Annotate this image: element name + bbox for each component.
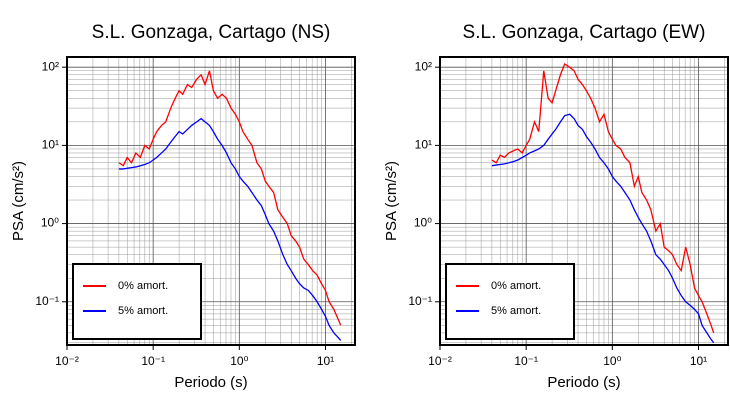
x-tick-label: 10¹: [317, 354, 334, 368]
y-tick-label: 10¹: [415, 138, 432, 152]
x-tick-label: 10⁻²: [55, 354, 79, 368]
x-tick-label: 10⁰: [230, 354, 248, 368]
legend-label: 5% amort.: [118, 305, 168, 317]
x-tick-label: 10⁻²: [428, 354, 452, 368]
series-line: [491, 62, 715, 334]
legend-box: [445, 263, 575, 340]
legend-label: 0% amort.: [491, 280, 541, 292]
panel: 10⁻² 10⁻¹ 10⁰ 10¹ 10⁻¹ 10⁰ 10¹ 10² S.L. Gonzaga,…: [10, 22, 356, 391]
y-tick-label: 10⁻¹: [408, 294, 432, 308]
series-line: [118, 117, 342, 341]
x-axis-label: Periodo (s): [547, 374, 620, 391]
legend-label: 0% amort.: [118, 280, 168, 292]
y-tick-label: 10²: [415, 59, 432, 73]
plot-frame: [66, 56, 356, 346]
x-axis-label: Periodo (s): [174, 374, 247, 391]
y-tick-label: 10⁰: [41, 216, 59, 230]
x-tick-label: 10⁻¹: [514, 354, 538, 368]
y-tick-label: 10¹: [42, 138, 59, 152]
x-tick-label: 10⁰: [603, 354, 621, 368]
legend-label: 5% amort.: [491, 305, 541, 317]
y-axis-label: PSA (cm/s²): [383, 161, 400, 241]
x-tick-label: 10¹: [690, 354, 707, 368]
x-tick-label: 10⁻¹: [141, 354, 165, 368]
y-tick-label: 10⁰: [414, 216, 432, 230]
panel: 10⁻² 10⁻¹ 10⁰ 10¹ 10⁻¹ 10⁰ 10¹ 10² S.L. Gonzaga,…: [383, 22, 729, 391]
plot-frame: [439, 56, 729, 346]
series-line: [491, 113, 715, 344]
chart-title: S.L. Gonzaga, Cartago (NS): [92, 22, 331, 43]
series-line: [118, 70, 342, 326]
y-tick-label: 10²: [42, 59, 59, 73]
legend-box: [72, 263, 202, 340]
y-axis-label: PSA (cm/s²): [10, 161, 27, 241]
y-tick-label: 10⁻¹: [35, 294, 59, 308]
chart-title: S.L. Gonzaga, Cartago (EW): [463, 22, 706, 43]
